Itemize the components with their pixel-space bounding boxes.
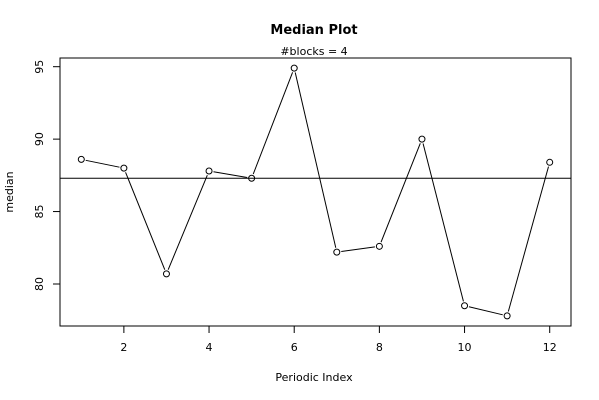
series-line-segment <box>294 72 337 248</box>
data-point <box>205 167 213 175</box>
series-line-segment <box>167 174 208 270</box>
y-tick-label: 80 <box>33 277 46 291</box>
plot-frame <box>59 57 572 327</box>
y-axis-label: median <box>3 171 16 212</box>
data-point <box>375 242 383 250</box>
y-tick-label: 90 <box>33 132 46 146</box>
y-axis: 80 85 90 95 <box>33 60 61 291</box>
x-tick-label: 2 <box>120 341 127 354</box>
y-tick-label: 95 <box>33 60 46 74</box>
x-tick-label: 10 <box>458 341 472 354</box>
x-axis-label: Periodic Index <box>275 371 353 384</box>
x-axis: 2 4 6 8 10 12 <box>120 325 557 354</box>
series-line-segment <box>252 72 294 175</box>
data-point <box>461 302 469 310</box>
data-point <box>77 155 85 163</box>
data-point <box>546 158 554 166</box>
series-line-segment <box>422 143 464 302</box>
data-point <box>503 312 511 320</box>
series-line-segment <box>468 306 503 316</box>
y-tick-label: 85 <box>33 205 46 219</box>
series-line-segment <box>213 171 248 178</box>
data-point <box>162 270 170 278</box>
data-point <box>120 164 128 172</box>
series-line-segment <box>85 159 120 168</box>
data-point <box>333 248 341 256</box>
x-tick-label: 8 <box>376 341 383 354</box>
median-series <box>77 64 554 320</box>
series-line-segment <box>380 143 421 243</box>
data-point <box>418 135 426 143</box>
data-point <box>248 174 256 182</box>
x-tick-label: 12 <box>543 341 557 354</box>
series-line-segment <box>341 246 375 253</box>
x-tick-label: 4 <box>206 341 213 354</box>
series-line-segment <box>125 172 166 270</box>
chart-title: Median Plot <box>270 23 357 38</box>
series-line-segment <box>507 166 549 312</box>
x-tick-label: 6 <box>291 341 298 354</box>
data-point <box>290 64 298 72</box>
chart-subtitle: #blocks = 4 <box>280 45 347 58</box>
